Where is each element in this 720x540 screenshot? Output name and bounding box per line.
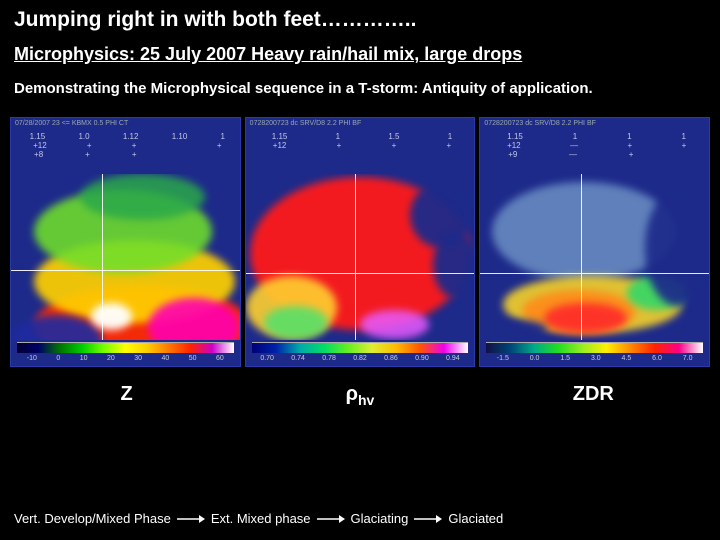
arrow-icon [414,514,442,524]
radar-blob [544,303,626,333]
arrow-icon [177,514,205,524]
panel-zdr: 0728200723 dc SRV/D8 2.2 PHI BF 1.15111+1… [479,117,710,367]
flow-stage: Ext. Mixed phase [211,511,311,526]
label-rhohv: ρhv [243,383,476,408]
crosshair-h [480,273,709,274]
radar-blob [264,306,328,339]
panel-scale-marks: 1.1511.51+12+++ [248,132,477,176]
label-z: Z [10,383,243,408]
label-zdr: ZDR [477,383,710,408]
radar-blob [433,232,474,298]
colorbar-gradient [252,343,469,353]
flow-stage: Glaciated [448,511,503,526]
title-line-1: Jumping right in with both feet………….. [14,8,706,32]
panel-scale-marks: 1.151.01.121.101+12++++8++ [13,132,242,176]
colorbar-labels: -100102030405060 [17,355,234,362]
radar-blob [645,190,709,306]
radar-blob [492,320,547,340]
flow-sequence: Vert. Develop/Mixed Phase Ext. Mixed phas… [14,511,706,526]
radar-blob [360,310,429,340]
colorbar: -1.50.01.53.04.56.07.0 [486,342,703,364]
colorbar-labels: 0.700.740.780.820.860.900.94 [252,355,469,362]
crosshair-v [581,174,582,340]
panel-labels: Z ρhv ZDR [10,383,710,408]
crosshair-h [11,270,240,271]
flow-stage: Vert. Develop/Mixed Phase [14,511,171,526]
subtitle: Demonstrating the Microphysical sequence… [14,79,706,99]
radar-blob [80,174,206,220]
panel-scale-marks: 1.15111+12—+++9—+ [482,132,711,176]
radar-area [246,174,475,340]
colorbar: 0.700.740.780.820.860.900.94 [252,342,469,364]
flow-stage: Glaciating [351,511,409,526]
crosshair-v [355,174,356,340]
crosshair-h [246,273,475,274]
colorbar-gradient [17,343,234,353]
colorbar-gradient [486,343,703,353]
colorbar: -100102030405060 [17,342,234,364]
panel-rhohv: 0728200723 dc SRV/D8 2.2 PHI BF 1.1511.51… [245,117,476,367]
panel-top-text: 07/28/2007 23 <= KBMX 0.5 PHI CT [15,120,236,127]
radar-area [480,174,709,340]
radar-blob [91,303,132,330]
panel-top-text: 0728200723 dc SRV/D8 2.2 PHI BF [484,120,705,127]
title-line-2: Microphysics: 25 July 2007 Heavy rain/ha… [14,44,706,65]
arrow-icon [317,514,345,524]
panels-row: 07/28/2007 23 <= KBMX 0.5 PHI CT 1.151.01… [10,117,710,367]
colorbar-labels: -1.50.01.53.04.56.07.0 [486,355,703,362]
panel-top-text: 0728200723 dc SRV/D8 2.2 PHI BF [250,120,471,127]
crosshair-v [102,174,103,340]
panel-z: 07/28/2007 23 <= KBMX 0.5 PHI CT 1.151.01… [10,117,241,367]
radar-area [11,174,240,340]
